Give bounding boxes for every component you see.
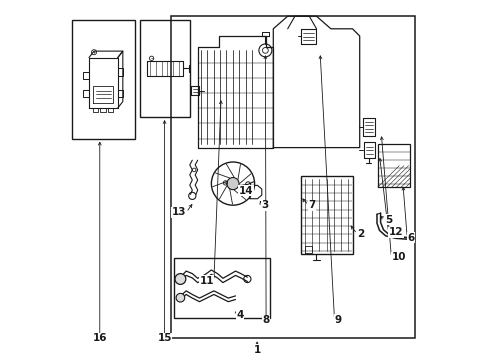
Text: 14: 14	[238, 186, 253, 196]
Text: 3: 3	[261, 200, 268, 210]
Text: 10: 10	[390, 252, 405, 262]
Circle shape	[226, 177, 239, 190]
Text: 13: 13	[171, 207, 186, 217]
Text: 2: 2	[356, 229, 364, 239]
Bar	[170, 16, 415, 338]
Text: 8: 8	[262, 315, 269, 325]
Text: 7: 7	[308, 200, 315, 210]
Bar	[301, 176, 352, 254]
Bar	[174, 258, 270, 318]
Bar	[140, 20, 190, 117]
Text: 9: 9	[334, 315, 341, 325]
Bar	[377, 144, 409, 187]
Text: 4: 4	[236, 310, 244, 320]
Text: 16: 16	[92, 333, 107, 343]
Text: 15: 15	[157, 333, 171, 343]
Text: 1: 1	[253, 345, 260, 355]
Text: 5: 5	[384, 215, 391, 225]
Text: 6: 6	[407, 233, 414, 243]
Circle shape	[176, 293, 184, 302]
Circle shape	[175, 274, 185, 284]
Text: 11: 11	[199, 276, 213, 286]
Text: 12: 12	[387, 227, 402, 237]
Bar	[72, 20, 134, 139]
